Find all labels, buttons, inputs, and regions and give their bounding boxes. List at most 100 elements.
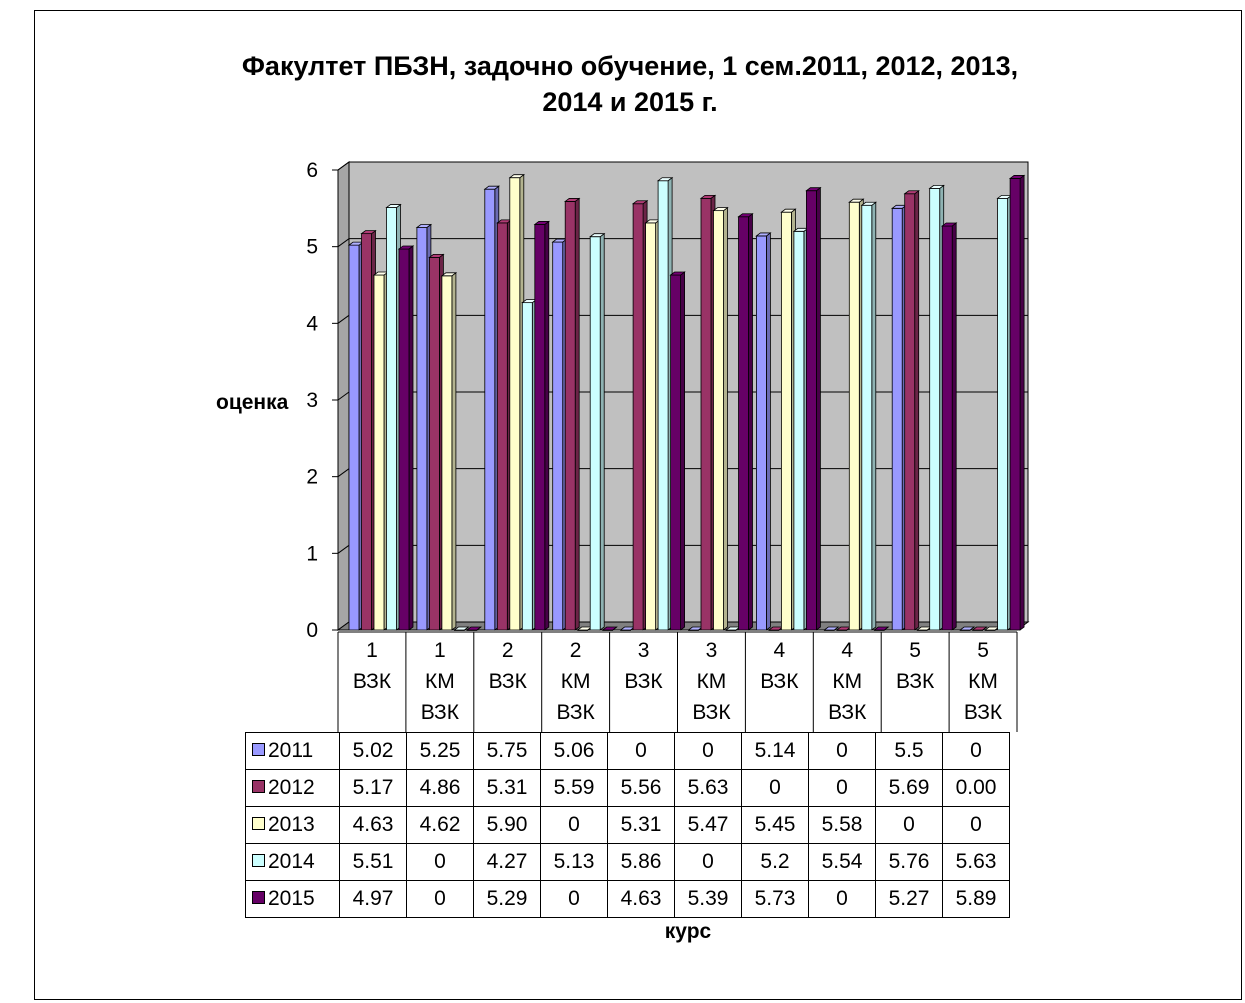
legend-entry: 2015 [245,880,340,918]
table-row: 2013 4.63 4.62 5.90 0 5.31 5.47 5.45 5.58 0 0 [245,806,1010,844]
bar-2011-cat-9 [891,204,908,631]
data-table: 2011 5.02 5.25 5.75 5.06 0 0 5.14 0 5.5 0 2012 5.17 4… [245,732,1010,918]
data-label: 5.5 [875,732,943,770]
bar-2013-cat-6 [712,206,729,631]
data-label: 5.56 [607,769,675,807]
bar-2013-cat-2 [440,271,458,631]
bar-2013-cat-8 [848,198,865,631]
data-label: 0 [674,732,742,770]
bar-2014-cat-3 [521,298,538,631]
data-label: 0 [808,732,876,770]
chart-title-line-2: 2014 и 2015 г. [542,87,718,117]
data-label: 5.86 [607,843,675,881]
legend-label: 2013 [268,813,315,836]
data-label: 0.00 [942,769,1010,807]
legend-key [252,779,265,793]
y-tick-label: 3 [306,389,318,412]
data-label: 4.62 [406,806,474,844]
data-label: 0 [942,732,1010,770]
bar-2011-cat-4 [551,238,568,631]
data-label: 4.27 [473,843,541,881]
data-label: 0 [674,843,742,881]
bar-2012-cat-9 [903,189,920,631]
x-tick-label: 2 ВЗК [489,639,528,693]
x-tick-label: 3 КМ ВЗК [692,639,731,724]
legend-key [252,816,265,830]
data-label: 0 [406,843,474,881]
bar-2012-cat-6 [699,194,717,631]
bar-2011-cat-7 [755,232,772,631]
gridline-side [337,314,350,324]
bar-2012-cat-10 [971,626,988,631]
data-label: 4.63 [607,880,675,918]
y-tick-label: 2 [306,466,318,489]
bar-2015-cat-1 [397,245,415,631]
x-tick-label: 1 КМ ВЗК [421,639,460,724]
data-label: 5.06 [540,732,608,770]
bar-2012-cat-2 [428,253,445,631]
bar-2015-cat-6 [737,212,754,631]
bar-2014-cat-2 [453,626,470,631]
data-label: 5.76 [875,843,943,881]
chart-title-line-1: Факултет ПБЗН, задочно обучение, 1 сем.2… [241,51,1019,81]
bar-2011-cat-3 [483,185,500,631]
data-label: 5.39 [674,880,742,918]
x-tick-label: 4 ВЗК [760,639,799,693]
data-label: 5.02 [339,732,407,770]
legend-key [252,742,265,756]
data-label: 0 [540,806,608,844]
legend-label: 2011 [268,739,314,762]
x-tick-label: 5 ВЗК [896,639,935,693]
legend-key [252,890,265,904]
data-label: 5.27 [875,880,943,918]
gridline-side [337,161,350,171]
x-tick-label: 5 КМ ВЗК [964,639,1003,724]
bar-2012-cat-4 [564,197,581,631]
data-label: 0 [607,732,675,770]
x-axis-title: курс [665,920,712,943]
bar-2014-cat-4 [589,232,606,631]
data-label: 4.97 [339,880,407,918]
data-label: 0 [808,880,876,918]
data-label: 0 [540,880,608,918]
bar-2014-cat-10 [996,194,1013,631]
y-tick-label: 0 [306,619,318,642]
data-label: 0 [741,769,809,807]
table-row: 2012 5.17 4.86 5.31 5.59 5.56 5.63 0 0 5.69 0.00 [245,769,1010,807]
bar-2013-cat-1 [372,271,390,631]
bar-2013-cat-10 [983,626,1001,631]
data-label: 5.59 [540,769,608,807]
gridline-side [337,544,350,554]
data-label: 0 [406,880,474,918]
bar-2014-cat-8 [860,201,877,631]
data-label: 5.47 [674,806,742,844]
bar-2014-cat-6 [724,626,742,631]
bar-2012-cat-5 [631,199,649,631]
data-label: 5.45 [741,806,809,844]
data-label: 4.86 [406,769,474,807]
legend-key [252,853,265,867]
gridline-side [337,468,350,478]
bar-2011-cat-8 [823,626,840,631]
legend-entry: 2011 [245,732,340,770]
data-label: 5.58 [808,806,876,844]
bar-2013-cat-7 [780,208,797,631]
bar-2012-cat-1 [360,229,377,631]
bar-2015-cat-4 [601,626,618,631]
y-tick-label: 1 [306,542,318,565]
data-label: 5.69 [875,769,943,807]
bar-2014-cat-5 [656,176,674,631]
data-label: 5.25 [406,732,474,770]
data-label: 4.63 [339,806,407,844]
bar-2015-cat-7 [805,186,822,631]
data-label: 5.31 [607,806,675,844]
bar-2012-cat-3 [496,219,513,631]
data-label: 5.54 [808,843,876,881]
table-row: 2011 5.02 5.25 5.75 5.06 0 0 5.14 0 5.5 0 [245,732,1010,770]
table-row: 2015 4.97 0 5.29 0 4.63 5.39 5.73 0 5.27 5.89 [245,880,1010,918]
data-label: 5.14 [741,732,809,770]
data-label: 5.73 [741,880,809,918]
gridline-side [337,391,350,401]
chart-title: Факултет ПБЗН, задочно обучение, 1 сем.2… [150,48,1110,120]
